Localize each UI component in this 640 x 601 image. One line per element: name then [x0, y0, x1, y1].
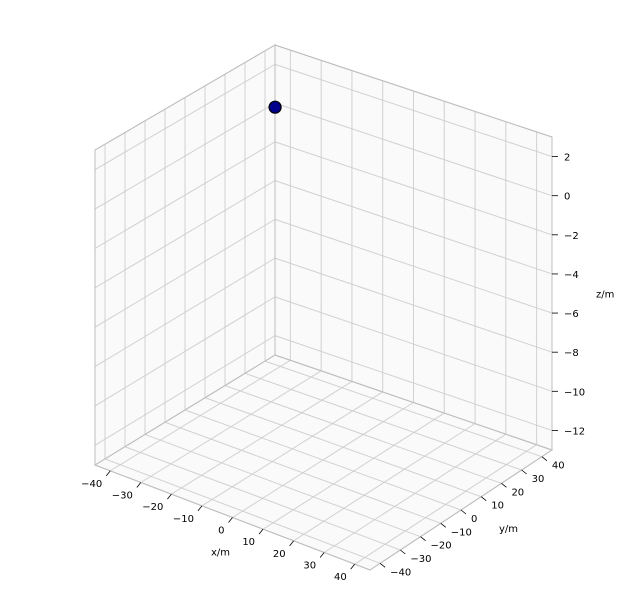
y-tick-label: 20 [511, 487, 524, 498]
z-tick-label: 2 [564, 153, 570, 164]
z-tick-label: −4 [564, 270, 579, 281]
z-tick-label: −6 [564, 309, 579, 320]
x-tick-label: 10 [242, 537, 255, 548]
z-axis-label: z/m [596, 290, 614, 301]
data-points [269, 101, 281, 113]
y-tick-label: 0 [471, 514, 477, 525]
y-tick-label: 40 [552, 461, 565, 472]
x-axis-label: x/m [211, 548, 230, 559]
y-tick-label: −20 [431, 541, 452, 552]
x-tick-label: 30 [303, 561, 316, 572]
z-tick-label: −10 [564, 387, 585, 398]
z-tick-label: −12 [564, 426, 585, 437]
y-tick-label: −40 [390, 567, 411, 578]
x-tick-label: −10 [173, 514, 194, 525]
x-tick-label: 20 [273, 549, 286, 560]
x-tick-label: −20 [142, 502, 163, 513]
y-tick-label: −10 [451, 527, 472, 538]
z-tick-label: −2 [564, 231, 579, 242]
3d-scatter-plot: −40−30−20−10010203040x/m−40−30−20−100102… [0, 0, 640, 601]
x-tick-label: 40 [334, 572, 347, 583]
z-tick-label: −8 [564, 348, 579, 359]
y-tick-label: −30 [410, 554, 431, 565]
y-tick-label: 30 [532, 474, 545, 485]
scatter-point [269, 101, 281, 113]
y-tick-label: 10 [491, 501, 504, 512]
y-axis-label: y/m [499, 524, 518, 535]
x-tick-label: −30 [112, 491, 133, 502]
x-tick-label: 0 [218, 526, 224, 537]
x-tick-label: −40 [81, 479, 102, 490]
z-tick-label: 0 [564, 192, 570, 203]
